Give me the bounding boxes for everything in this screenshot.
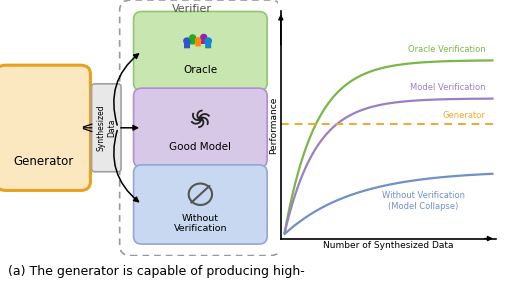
FancyBboxPatch shape [133,11,267,91]
FancyBboxPatch shape [133,88,267,167]
Text: Without
Verification: Without Verification [173,214,227,233]
X-axis label: Number of Synthesized Data: Number of Synthesized Data [323,241,452,250]
FancyBboxPatch shape [189,39,195,45]
Text: Verifier: Verifier [172,4,212,14]
FancyBboxPatch shape [205,42,211,48]
Circle shape [37,110,43,115]
Circle shape [46,114,51,118]
Text: Oracle: Oracle [183,65,217,75]
Circle shape [183,37,190,45]
Circle shape [199,34,207,40]
Text: Model Verification: Model Verification [409,83,484,92]
Text: (a) The generator is capable of producing high-: (a) The generator is capable of producin… [8,265,304,278]
FancyBboxPatch shape [38,99,50,109]
FancyBboxPatch shape [32,118,37,126]
Circle shape [188,34,196,41]
FancyBboxPatch shape [49,118,55,126]
Text: Oracle Verification: Oracle Verification [407,45,484,54]
FancyBboxPatch shape [38,118,43,126]
FancyBboxPatch shape [184,42,190,48]
FancyBboxPatch shape [31,105,55,121]
Text: Generator: Generator [13,154,73,168]
FancyBboxPatch shape [0,65,90,190]
FancyBboxPatch shape [43,118,48,126]
Circle shape [194,37,201,43]
Circle shape [204,37,212,45]
Text: Synthesized
Data: Synthesized Data [96,105,116,151]
FancyBboxPatch shape [200,38,206,44]
Text: Without Verification
(Model Collapse): Without Verification (Model Collapse) [381,191,464,211]
FancyBboxPatch shape [91,84,121,172]
FancyBboxPatch shape [133,165,267,244]
Text: Generator: Generator [442,111,484,120]
Y-axis label: Performance: Performance [269,96,278,154]
Text: Good Model: Good Model [169,142,231,152]
FancyBboxPatch shape [195,41,200,47]
